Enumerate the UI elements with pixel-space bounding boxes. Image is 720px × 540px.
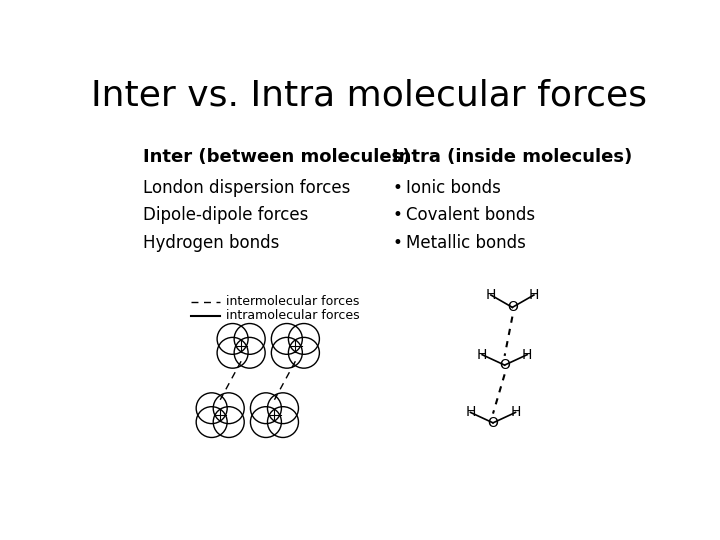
- Text: O: O: [499, 358, 510, 372]
- Text: H: H: [477, 348, 487, 362]
- Text: O: O: [487, 416, 498, 430]
- Text: Inter vs. Intra molecular forces: Inter vs. Intra molecular forces: [91, 79, 647, 113]
- Text: intermolecular forces: intermolecular forces: [226, 295, 360, 308]
- Text: O: O: [507, 300, 518, 314]
- Text: Inter (between molecules): Inter (between molecules): [143, 148, 410, 166]
- Text: intramolecular forces: intramolecular forces: [226, 309, 360, 322]
- Text: •: •: [392, 234, 402, 252]
- Text: H: H: [522, 348, 532, 362]
- Text: H: H: [528, 288, 539, 302]
- Text: Intra (inside molecules): Intra (inside molecules): [392, 148, 632, 166]
- Text: Ionic bonds: Ionic bonds: [406, 179, 501, 197]
- Text: London dispersion forces: London dispersion forces: [143, 179, 350, 197]
- Text: Dipole-dipole forces: Dipole-dipole forces: [143, 206, 308, 225]
- Text: Metallic bonds: Metallic bonds: [406, 234, 526, 252]
- Text: Hydrogen bonds: Hydrogen bonds: [143, 234, 279, 252]
- Text: •: •: [392, 179, 402, 197]
- Text: •: •: [392, 206, 402, 225]
- Text: H: H: [465, 406, 476, 420]
- Text: Covalent bonds: Covalent bonds: [406, 206, 536, 225]
- Text: H: H: [486, 288, 496, 302]
- Text: H: H: [510, 406, 521, 420]
